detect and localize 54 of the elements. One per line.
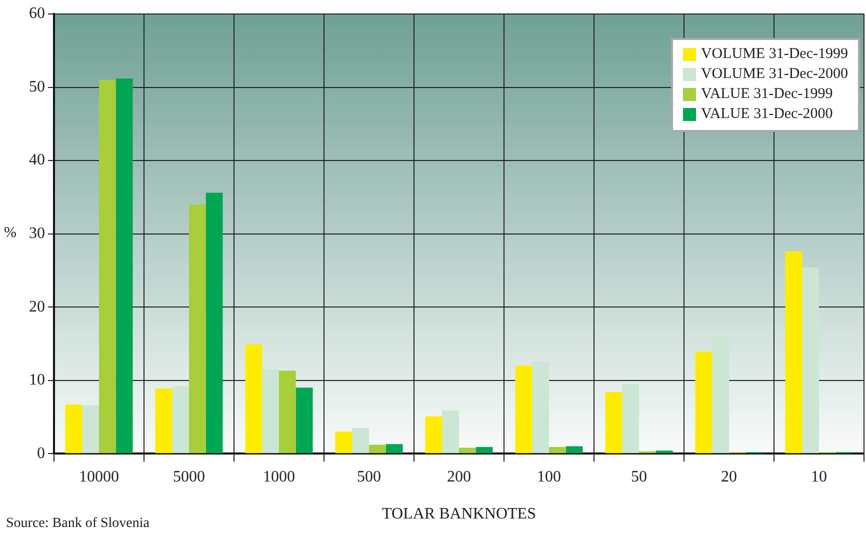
bar [476, 447, 493, 454]
bar [442, 410, 459, 454]
bar [245, 344, 262, 454]
y-tick-label: 0 [37, 444, 45, 462]
x-axis-title: TOLAR BANKNOTES [382, 506, 536, 523]
bar [712, 336, 729, 454]
bar [262, 369, 279, 454]
y-tick-label: 50 [29, 78, 45, 96]
bar [566, 446, 583, 454]
bar [695, 352, 712, 454]
bar [296, 388, 313, 454]
bar [515, 366, 532, 454]
bar [802, 268, 819, 454]
y-tick-label: 40 [29, 152, 45, 169]
legend-label: VOLUME 31-Dec-1999 [700, 46, 848, 63]
bar [116, 78, 133, 454]
x-tick-label: 5000 [173, 468, 205, 486]
y-tick-label: 10 [29, 372, 45, 389]
x-tick-label: 10 [811, 468, 827, 486]
bar [155, 388, 172, 454]
y-tick-label: 30 [29, 225, 45, 242]
bar [82, 405, 99, 454]
bar [656, 450, 673, 454]
x-tick-label: 200 [447, 468, 471, 486]
x-tick-label: 20 [721, 468, 737, 486]
source-note: Source: Bank of Slovenia [6, 516, 150, 532]
x-tick-label: 50 [631, 468, 647, 486]
bar [605, 392, 622, 454]
bar [386, 444, 403, 454]
bar [622, 384, 639, 454]
y-axis-title: % [4, 224, 16, 242]
x-tick-label: 10000 [79, 468, 119, 486]
legend-label: VALUE 31-Dec-2000 [700, 106, 833, 123]
bar [425, 416, 442, 454]
x-tick-label: 500 [357, 468, 381, 486]
bar [549, 447, 566, 454]
bar [99, 80, 116, 454]
bar [335, 432, 352, 454]
x-tick-label: 1000 [263, 468, 295, 486]
bar [352, 428, 369, 454]
bar [189, 204, 206, 454]
legend-label: VOLUME 31-Dec-2000 [700, 66, 848, 83]
legend-label: VALUE 31-Dec-1999 [700, 86, 833, 103]
bar [459, 448, 476, 454]
bar [785, 251, 802, 454]
bar [172, 386, 189, 454]
bar [206, 192, 223, 454]
y-tick-label: 20 [29, 298, 45, 316]
bar [369, 444, 386, 454]
bar [532, 361, 549, 454]
bar [279, 370, 296, 454]
y-tick-label: 60 [29, 5, 45, 22]
x-tick-label: 100 [537, 468, 561, 486]
bar [65, 404, 82, 454]
